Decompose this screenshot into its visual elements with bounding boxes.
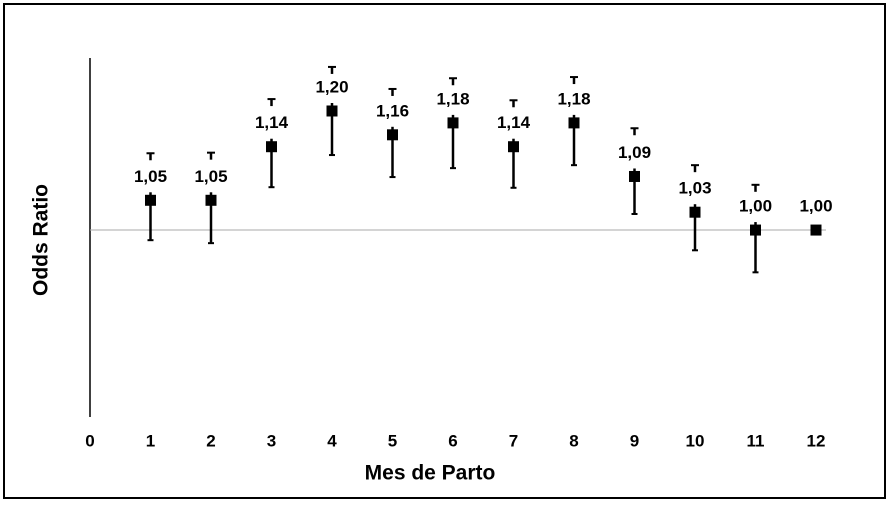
value-label: 1,00 bbox=[739, 197, 772, 216]
x-axis-label: Mes de Parto bbox=[365, 462, 496, 485]
value-label: 1,05 bbox=[134, 167, 167, 186]
value-label: 1,03 bbox=[678, 179, 711, 198]
value-label: 1,14 bbox=[497, 113, 531, 132]
point-marker bbox=[205, 194, 217, 206]
x-tick-label: 7 bbox=[509, 431, 518, 450]
x-tick-label: 8 bbox=[569, 431, 578, 450]
point-marker bbox=[266, 141, 277, 153]
x-tick-label: 5 bbox=[388, 431, 397, 450]
point-marker bbox=[145, 194, 156, 206]
point-marker bbox=[810, 224, 822, 236]
value-label: 1,09 bbox=[618, 143, 651, 162]
x-tick-label: 1 bbox=[146, 431, 155, 450]
x-tick-label: 2 bbox=[206, 431, 215, 450]
value-label: 1,16 bbox=[376, 101, 409, 120]
point-marker bbox=[447, 117, 459, 129]
point-marker bbox=[508, 141, 519, 153]
x-tick-label: 0 bbox=[85, 431, 94, 450]
point-marker bbox=[326, 105, 338, 117]
x-tick-label: 4 bbox=[327, 431, 337, 450]
point-marker bbox=[568, 117, 580, 129]
chart-frame bbox=[3, 3, 886, 499]
x-tick-label: 3 bbox=[267, 431, 276, 450]
x-tick-label: 12 bbox=[807, 431, 826, 450]
point-marker bbox=[750, 224, 761, 236]
x-tick-label: 9 bbox=[630, 431, 639, 450]
point-marker bbox=[387, 129, 398, 141]
value-label: 1,20 bbox=[315, 77, 348, 96]
point-marker bbox=[629, 170, 640, 182]
x-tick-label: 11 bbox=[747, 431, 765, 450]
y-axis-label: Odds Ratio bbox=[30, 184, 53, 296]
x-tick-label: 10 bbox=[686, 431, 705, 450]
value-label: 1,18 bbox=[557, 89, 590, 108]
value-label: 1,18 bbox=[436, 89, 469, 108]
value-label: 1,14 bbox=[255, 113, 289, 132]
value-label: 1,05 bbox=[194, 167, 227, 186]
point-marker bbox=[689, 206, 701, 218]
x-tick-label: 6 bbox=[448, 431, 457, 450]
value-label: 1,00 bbox=[799, 197, 832, 216]
